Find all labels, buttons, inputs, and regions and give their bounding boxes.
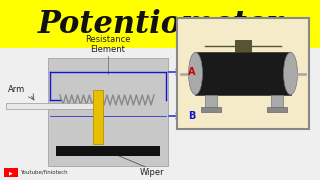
Bar — [56, 146, 160, 156]
Bar — [177, 18, 309, 129]
Text: Arm: Arm — [8, 85, 25, 94]
Text: Potentiometer: Potentiometer — [37, 8, 283, 39]
Bar — [48, 58, 168, 166]
Text: Resistance
Element: Resistance Element — [85, 35, 131, 54]
Text: B: B — [188, 111, 196, 121]
Ellipse shape — [188, 52, 203, 95]
Bar — [235, 40, 251, 52]
Bar — [4, 168, 18, 177]
Bar — [205, 95, 218, 111]
Bar — [0, 0, 320, 48]
Text: Youtube/finiotech: Youtube/finiotech — [20, 170, 68, 175]
Ellipse shape — [284, 52, 298, 95]
Text: A: A — [188, 67, 196, 77]
Bar — [93, 90, 103, 144]
Bar — [202, 107, 221, 112]
Bar — [196, 52, 291, 95]
Bar — [270, 95, 283, 111]
Text: Wiper: Wiper — [140, 168, 164, 177]
Text: ▶: ▶ — [9, 170, 13, 175]
Bar — [267, 107, 286, 112]
Bar — [6, 103, 98, 109]
Bar — [0, 48, 320, 180]
